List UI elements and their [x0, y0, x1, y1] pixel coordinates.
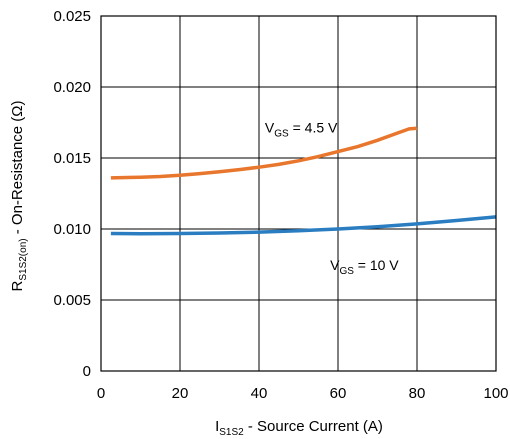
series-line-2: [110, 215, 497, 236]
y-tick-label: 0.010: [53, 221, 91, 238]
y-tick-label: 0.020: [53, 79, 91, 96]
plot-frame: [100, 15, 497, 372]
x-tick-label: 100: [483, 385, 508, 402]
x-tick-labels: 0 20 40 60 80 100: [97, 385, 509, 402]
x-tick-label: 0: [97, 385, 105, 402]
grid: [100, 15, 497, 372]
x-tick-label: 20: [172, 385, 189, 402]
y-tick-label: 0.015: [53, 150, 91, 167]
series-group: [110, 126, 497, 236]
x-tick-label: 60: [330, 385, 347, 402]
annotations: VGS = 4.5 V VGS = 10 V: [265, 119, 399, 277]
x-tick-label: 80: [409, 385, 426, 402]
y-tick-label: 0.005: [53, 292, 91, 309]
y-tick-label: 0: [83, 363, 91, 380]
y-axis-label: RS1S2(on) - On-Resistance (Ω): [9, 100, 29, 291]
x-axis-label: IS1S2 - Source Current (A): [215, 418, 383, 438]
series-annotation-1: VGS = 4.5 V: [265, 119, 338, 139]
x-tick-label: 40: [251, 385, 268, 402]
series-line-1: [110, 126, 418, 180]
y-tick-labels: 0 0.005 0.010 0.015 0.020 0.025: [53, 8, 91, 380]
y-tick-label: 0.025: [53, 8, 91, 25]
plot-border: [100, 15, 497, 372]
series-annotation-2: VGS = 10 V: [330, 257, 399, 277]
